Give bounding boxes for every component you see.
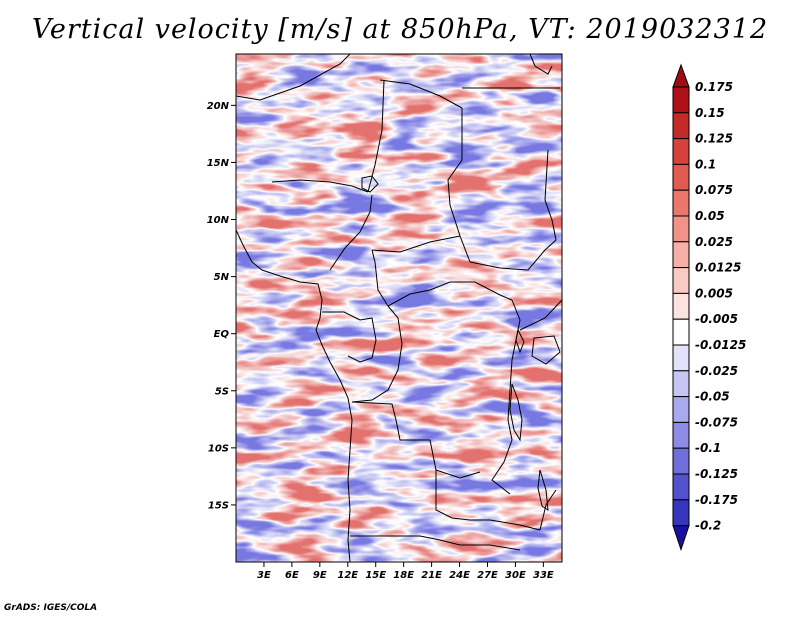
border-nigeria-cameroon — [329, 194, 373, 271]
colorbar-label: -0.2 — [695, 519, 721, 533]
colorbar-swatch — [672, 138, 690, 165]
colorbar-label: -0.025 — [695, 364, 738, 378]
colorbar-label: 0.025 — [695, 235, 733, 249]
border-algeria-niger — [236, 54, 351, 101]
border-chad-sudan — [447, 108, 471, 263]
border-tanzania — [519, 299, 562, 331]
colorbar-label: 0.15 — [695, 106, 725, 120]
colorbar-swatch — [672, 447, 690, 475]
colorbar-label: -0.125 — [695, 467, 738, 481]
colorbar-swatch — [672, 370, 690, 398]
lat-tick-label: 10N — [207, 215, 230, 226]
border-mozambique — [539, 489, 557, 531]
lake-malawi — [537, 469, 549, 512]
lon-tick-label: 21E — [421, 570, 442, 581]
colorbar-swatch — [672, 215, 690, 243]
colorbar-label: -0.175 — [695, 493, 738, 507]
border-congo-drc — [351, 305, 403, 403]
colorbar-label: 0.005 — [695, 286, 733, 300]
lon-tick-label: 9E — [313, 570, 327, 581]
border-angola-zambia — [435, 470, 541, 531]
colorbar-swatch — [672, 163, 690, 191]
lon-tick-label: 3E — [257, 570, 271, 581]
colorbar-label: 0.175 — [695, 80, 733, 94]
colorbar-label: -0.005 — [695, 312, 738, 326]
border-gabon-congo — [322, 311, 377, 363]
border-chad-niger — [367, 79, 385, 193]
colorbar-label: 0.1 — [695, 157, 716, 171]
colorbar-label: 0.125 — [695, 132, 733, 146]
colorbar-swatch — [672, 112, 690, 140]
lon-tick-label: 27E — [477, 570, 498, 581]
colorbar-swatch — [672, 499, 690, 527]
lat-tick-label: 5S — [215, 386, 229, 397]
lat-tick-label: 15S — [208, 500, 229, 511]
border-drc-angola — [351, 401, 481, 479]
lat-tick-label: 15N — [207, 158, 230, 169]
lat-tick-label: 5N — [214, 272, 230, 283]
map-frame — [235, 53, 563, 563]
colorbar-swatch — [672, 292, 690, 320]
lon-tick-label: 12E — [337, 570, 358, 581]
colorbar-bottom-arrow — [672, 525, 690, 552]
colorbar-swatch — [672, 344, 690, 372]
lake-albert — [515, 328, 525, 354]
colorbar-label: 0.0125 — [695, 261, 741, 275]
coastline-west — [236, 229, 353, 562]
border-sudan-ethiopia — [544, 149, 557, 241]
lon-tick-label: 24E — [449, 570, 470, 581]
colorbar-top-arrow — [672, 63, 690, 88]
velocity-field — [236, 54, 562, 562]
colorbar-label: 0.075 — [695, 183, 733, 197]
lat-tick-label: 20N — [207, 101, 230, 112]
colorbar-swatch — [672, 318, 690, 346]
colorbar-label: -0.05 — [695, 390, 730, 404]
lon-tick-label: 18E — [393, 570, 414, 581]
colorbar-label: 0.05 — [695, 209, 725, 223]
latitude-axis: 20N 15N 10N 5N EQ 5S 10S 15S — [207, 101, 236, 511]
colorbar-label: -0.1 — [695, 441, 721, 455]
border-car-chad — [371, 235, 461, 253]
border-south-sudan — [469, 239, 557, 271]
lat-tick-label: EQ — [214, 329, 230, 340]
colorbar-swatch — [672, 189, 690, 217]
colorbar: 0.175 0.15 0.125 0.1 0.075 0.05 0.025 0.0125 0.0… — [672, 63, 746, 552]
lon-tick-label: 6E — [285, 570, 299, 581]
colorbar-swatch — [672, 396, 690, 423]
map-title: Vertical velocity [m/s] at 850hPa, VT: 2… — [31, 14, 769, 45]
longitude-axis: 3E 6E 9E 12E 15E 18E 21E 24E 27E 30E 33E — [257, 562, 554, 581]
border-niger-nigeria — [271, 179, 369, 193]
lake-tanganyika — [509, 383, 523, 442]
grads-credit: GrADS: IGES/COLA — [4, 603, 98, 613]
colorbar-swatch — [672, 241, 690, 269]
lon-tick-label: 30E — [505, 570, 526, 581]
colorbar-label: -0.0125 — [695, 338, 746, 352]
border-angola-namibia — [350, 535, 521, 551]
colorbar-label: -0.075 — [695, 415, 738, 429]
lon-tick-label: 33E — [533, 570, 554, 581]
lat-tick-label: 10S — [208, 443, 229, 454]
colorbar-swatch — [672, 473, 690, 501]
colorbar-swatch — [672, 421, 690, 449]
colorbar-swatch — [672, 267, 690, 294]
border-cameroon-car — [371, 249, 389, 307]
nile-delta-coast — [529, 54, 553, 75]
lon-tick-label: 15E — [365, 570, 386, 581]
border-libya-niger — [379, 79, 463, 109]
lake-chad — [361, 175, 379, 193]
border-car-drc — [387, 281, 513, 307]
lake-victoria — [531, 335, 561, 365]
colorbar-swatch — [672, 86, 690, 114]
country-boundaries — [236, 54, 562, 562]
